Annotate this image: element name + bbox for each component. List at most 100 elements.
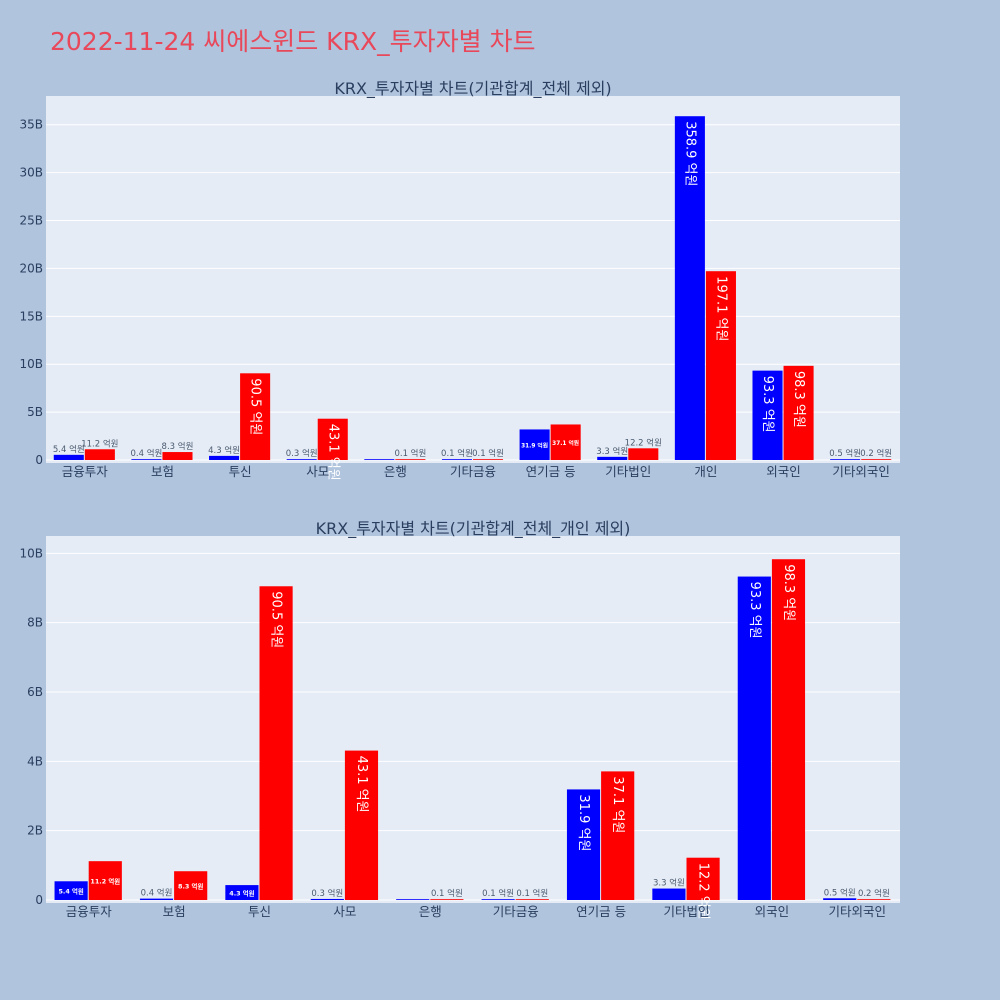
- data-label: 0.2 억원: [860, 448, 892, 459]
- bar: [566, 789, 601, 900]
- data-label: 0.3 억원: [286, 448, 318, 459]
- y-tick-label: 5B: [27, 405, 43, 419]
- x-axis: 금융투자 보험 투신 사모 은행 기타금융 연기금 등 기타법인 외국인 기타외국인: [66, 904, 886, 919]
- bar: [830, 459, 861, 460]
- bar: [705, 271, 736, 460]
- bar: [601, 771, 635, 900]
- bar: [652, 888, 686, 900]
- bar: [395, 459, 426, 460]
- bar: [344, 750, 379, 900]
- data-label: 358.9 억원: [682, 121, 697, 186]
- chart-title: KRX_투자자별 차트(기관합계_전체_개인 제외): [316, 519, 631, 539]
- bar: [225, 885, 259, 900]
- data-label: 3.3 억원: [596, 446, 628, 457]
- x-tick-label: 금융투자: [66, 904, 113, 919]
- y-tick-label: 4B: [27, 754, 43, 768]
- data-label: 3.3 억원: [653, 878, 685, 889]
- bar: [174, 871, 208, 900]
- y-tick-label: 30B: [19, 166, 43, 180]
- bar: [162, 452, 193, 460]
- data-label: 0.1 억원: [441, 448, 473, 459]
- y-tick-label: 20B: [19, 261, 43, 275]
- x-tick-label: 연기금 등: [526, 464, 576, 479]
- data-label: 90.5 억원: [269, 591, 284, 648]
- x-tick-label: 은행: [419, 904, 442, 919]
- x-tick-label: 외국인: [766, 464, 801, 479]
- data-label: 11.2 억원: [81, 438, 118, 449]
- bar: [441, 459, 472, 460]
- data-label: 93.3 억원: [760, 376, 775, 433]
- x-tick-label: 기타법인: [663, 904, 709, 919]
- data-label: 8.3 억원: [178, 882, 203, 891]
- x-tick-label: 은행: [384, 464, 407, 479]
- x-tick-label: 보험: [151, 464, 174, 479]
- bars: [53, 116, 892, 460]
- data-label: 5.4 억원: [53, 444, 85, 455]
- bar: [752, 370, 783, 460]
- bar: [53, 454, 84, 460]
- x-axis: 금융투자 보험 투신 사모 은행 기타금융 연기금 등 기타법인 개인 외국인 기타외국인: [62, 464, 890, 479]
- bar: [481, 899, 515, 900]
- data-label: 37.1 억원: [552, 439, 579, 447]
- data-label: 98.3 억원: [781, 564, 796, 621]
- bar: [857, 899, 891, 900]
- bar: [783, 365, 814, 460]
- bar: [861, 459, 892, 460]
- bar: [317, 418, 348, 460]
- bar: [823, 898, 857, 900]
- data-label: 0.1 억원: [516, 888, 548, 899]
- bar: [259, 586, 293, 900]
- y-axis: 0 2B 4B 6B 8B 10B: [19, 546, 43, 907]
- y-tick-label: 0: [35, 893, 43, 907]
- bar: [364, 459, 395, 460]
- data-label: 5.4 억원: [58, 887, 83, 896]
- y-tick-label: 8B: [27, 616, 43, 630]
- data-label: 11.2 억원: [90, 877, 120, 886]
- bar: [131, 459, 162, 460]
- bar: [240, 373, 271, 460]
- x-tick-label: 사모: [333, 904, 356, 919]
- gridlines: [46, 124, 900, 461]
- bar: [674, 116, 705, 460]
- data-label: 12.2 억원: [625, 437, 662, 448]
- bar: [515, 899, 549, 900]
- data-label: 12.2 억원: [696, 863, 711, 920]
- bar: [84, 449, 115, 460]
- x-tick-label: 기타금융: [450, 464, 496, 479]
- bar: [473, 459, 504, 460]
- data-label: 0.1 억원: [431, 888, 463, 899]
- data-label: 43.1 억원: [354, 756, 369, 813]
- bar: [597, 456, 628, 460]
- chart-title: KRX_투자자별 차트(기관합계_전체 제외): [334, 79, 611, 99]
- data-label: 4.3 억원: [229, 889, 254, 898]
- x-tick-label: 투신: [229, 464, 252, 479]
- x-tick-label: 기타외국인: [829, 904, 887, 919]
- bar: [88, 861, 122, 900]
- y-tick-label: 2B: [27, 824, 43, 838]
- bar: [519, 429, 550, 460]
- bar: [771, 559, 806, 900]
- x-tick-label: 투신: [248, 904, 271, 919]
- y-tick-label: 10B: [19, 546, 43, 560]
- data-label: 98.3 억원: [791, 371, 806, 428]
- bars: [54, 559, 891, 900]
- bar: [139, 898, 174, 900]
- page-title: 2022-11-24 씨에스윈드 KRX_투자자별 차트: [50, 27, 536, 56]
- y-tick-label: 0: [35, 453, 43, 467]
- bar: [286, 459, 317, 460]
- y-tick-label: 25B: [19, 214, 43, 228]
- data-label: 0.5 억원: [824, 887, 856, 898]
- x-tick-label: 금융투자: [62, 464, 109, 479]
- x-tick-label: 개인: [694, 464, 717, 479]
- data-label: 31.9 억원: [521, 442, 548, 450]
- bar: [686, 857, 720, 900]
- x-tick-label: 보험: [163, 904, 186, 919]
- y-axis: 0 5B 10B 15B 20B 25B 30B 35B: [19, 118, 43, 467]
- bar: [396, 899, 430, 900]
- data-label: 0.4 억원: [141, 888, 173, 899]
- data-label: 31.9 억원: [576, 794, 591, 851]
- x-tick-label: 연기금 등: [576, 904, 626, 919]
- bar: [430, 899, 464, 900]
- data-labels: 5.4 억원 11.2 억원 0.4 억원 8.3 억원 4.3 억원 90.5 억원 0.…: [58, 564, 889, 919]
